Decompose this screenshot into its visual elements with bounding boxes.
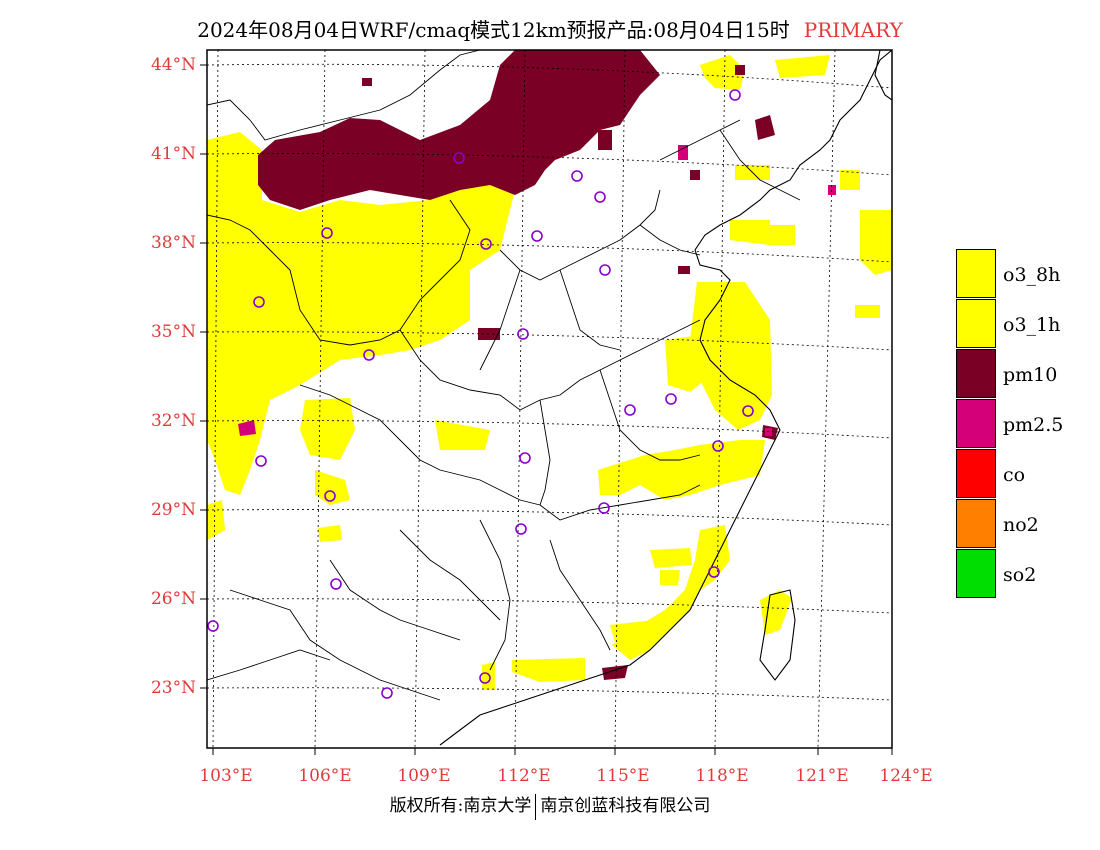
legend-swatch-pm10 [956, 349, 996, 398]
copyright-owner: 版权所有:南京大学 [389, 796, 532, 816]
lon-label: 115°E [596, 766, 650, 786]
legend-swatch-so2 [956, 549, 996, 598]
legend-label-pm10: pm10 [1003, 364, 1058, 386]
title-main: 2024年08月04日WRF/cmaq模式12km预报产品:08月04日15时 [197, 18, 790, 42]
lon-label: 124°E [879, 766, 933, 786]
lat-label: 26°N [150, 589, 196, 609]
legend-label-pm25: pm2.5 [1003, 414, 1064, 436]
legend-label-so2: so2 [1003, 564, 1037, 586]
lon-label: 109°E [397, 766, 451, 786]
legend-swatch-o3-8h [956, 249, 996, 298]
graticule [207, 50, 892, 748]
legend-swatch-no2 [956, 499, 996, 548]
lat-label: 32°N [150, 411, 196, 431]
lon-label: 103°E [199, 766, 253, 786]
lat-label: 29°N [150, 500, 196, 520]
copyright-separator [535, 793, 537, 820]
lon-label: 112°E [497, 766, 551, 786]
legend-label-co: co [1003, 464, 1026, 486]
legend-label-no2: no2 [1003, 514, 1039, 536]
legend-swatch-pm25 [956, 399, 996, 448]
legend-label-o3-1h: o3_1h [1003, 314, 1061, 336]
lat-label: 41°N [150, 144, 196, 164]
map-title: 2024年08月04日WRF/cmaq模式12km预报产品:08月04日15时 P… [0, 14, 1100, 43]
o3-exceedance-area [207, 55, 892, 690]
copyright: 版权所有:南京大学 南京创蓝科技有限公司 [0, 791, 1100, 820]
province-boundaries [207, 50, 801, 701]
title-tag: PRIMARY [803, 18, 903, 42]
map-frame [206, 49, 893, 749]
copyright-company: 南京创蓝科技有限公司 [540, 796, 711, 816]
lon-label: 106°E [298, 766, 352, 786]
legend-swatch-co [956, 449, 996, 498]
axis-ticks [200, 64, 893, 755]
pm25-exceedance-area [238, 145, 836, 436]
lat-label: 38°N [150, 233, 196, 253]
legend-swatch-o3-1h [956, 299, 996, 348]
lon-label: 121°E [795, 766, 849, 786]
lat-label: 23°N [150, 678, 196, 698]
pm10-exceedance-area [258, 50, 778, 680]
coastline [439, 50, 892, 746]
legend-label-o3-8h: o3_8h [1003, 264, 1061, 286]
lat-label: 44°N [150, 55, 196, 75]
monitoring-stations [207, 89, 754, 699]
lon-label: 118°E [695, 766, 749, 786]
lat-label: 35°N [150, 322, 196, 342]
